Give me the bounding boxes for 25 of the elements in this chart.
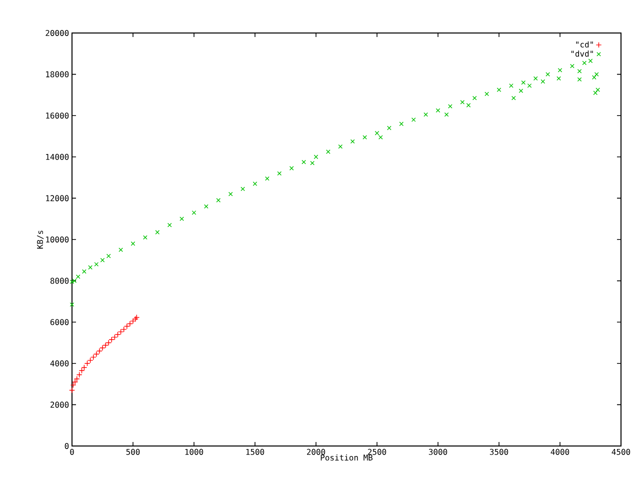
point: [102, 342, 108, 348]
point: [114, 332, 121, 338]
point: [100, 344, 106, 351]
point: [108, 336, 115, 343]
point: [118, 328, 124, 335]
point: [96, 348, 102, 354]
point: [93, 351, 100, 358]
point: [132, 316, 138, 322]
point: [87, 357, 94, 364]
point: [74, 376, 80, 382]
point: [84, 360, 90, 366]
point: [106, 340, 112, 346]
point: [90, 354, 96, 360]
point: [124, 323, 130, 330]
point: [70, 382, 76, 388]
point: [72, 379, 78, 385]
point: [127, 320, 133, 327]
point: [130, 318, 136, 324]
point: [134, 314, 140, 320]
point: [120, 326, 127, 332]
point: [78, 368, 85, 374]
point: [69, 387, 75, 394]
point: [81, 364, 88, 370]
point: [76, 372, 82, 378]
point: [112, 334, 118, 340]
